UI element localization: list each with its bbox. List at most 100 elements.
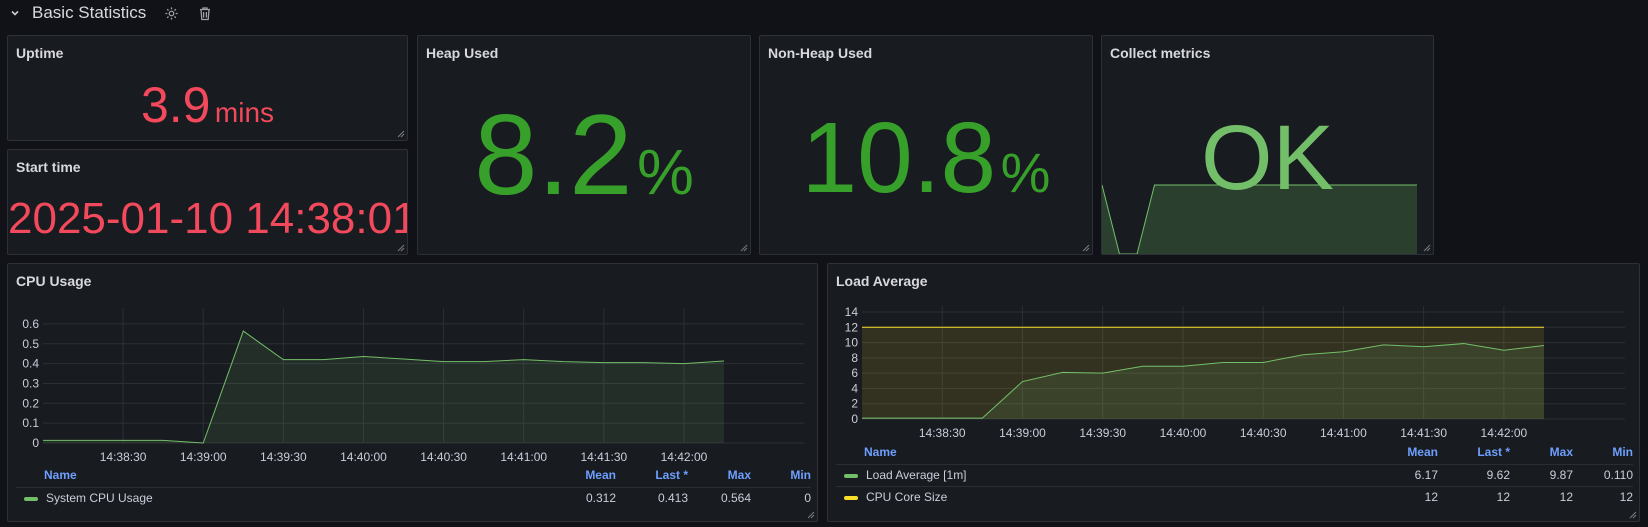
- cpu-usage-chart[interactable]: 0 0.1 0.2 0.3 0.4 0.5 0.6 14:38:30 14:39:00 14:39…: [8, 264, 818, 464]
- legend-last: 0.413: [616, 486, 688, 509]
- resize-handle-icon[interactable]: [805, 509, 815, 519]
- legend-header-mean[interactable]: Mean: [1407, 445, 1438, 460]
- legend-series-name: System CPU Usage: [46, 491, 153, 506]
- panel-title[interactable]: Heap Used: [426, 45, 499, 61]
- y-tick-label: 0.3: [22, 376, 39, 390]
- legend-series-name: Load Average [1m]: [866, 468, 967, 482]
- resize-handle-icon[interactable]: [395, 242, 405, 252]
- start-time-value: 2025-01-10 14:38:01: [8, 194, 408, 243]
- sparkline-line: [1102, 184, 1417, 254]
- series-area: [862, 343, 1544, 419]
- legend-last: 9.62: [1438, 463, 1510, 486]
- load-legend: Name Mean Last * Max Min Load Average [1…: [836, 444, 1633, 508]
- series-swatch: [844, 496, 858, 501]
- y-tick-label: 8: [851, 351, 858, 365]
- y-tick-label: 0.2: [22, 396, 39, 410]
- resize-handle-icon[interactable]: [1627, 509, 1637, 519]
- panel-title[interactable]: Start time: [16, 159, 81, 175]
- panel-title[interactable]: CPU Usage: [16, 273, 92, 289]
- gear-icon[interactable]: [162, 4, 180, 22]
- collect-sparkline: [1102, 184, 1417, 254]
- collect-metrics-value: OK: [1201, 107, 1334, 209]
- x-tick-label: 14:39:30: [1079, 426, 1126, 440]
- y-tick-label: 0.4: [22, 357, 39, 371]
- non-heap-used-unit: %: [1000, 141, 1051, 204]
- heap-used-panel: Heap Used 8.2 %: [417, 35, 751, 255]
- x-tick-label: 14:42:00: [661, 450, 708, 464]
- start-time-panel: Start time 2025-01-10 14:38:01: [7, 149, 408, 255]
- legend-mean: 6.17: [1318, 463, 1438, 486]
- legend-row[interactable]: System CPU Usage 0.312 0.413 0.564 0: [16, 486, 811, 509]
- non-heap-used-panel: Non-Heap Used 10.8 %: [759, 35, 1093, 255]
- legend-row[interactable]: CPU Core Size 12 12 12 12: [836, 485, 1633, 508]
- legend-max: 9.87: [1510, 463, 1573, 486]
- legend-header-name[interactable]: Name: [44, 468, 77, 483]
- legend-min: 12: [1573, 485, 1633, 508]
- legend-min: 0.110: [1573, 463, 1633, 486]
- legend-header-name[interactable]: Name: [864, 445, 897, 460]
- heap-used-value: 8.2 %: [418, 99, 750, 213]
- panel-title[interactable]: Non-Heap Used: [768, 45, 873, 61]
- y-tick-label: 10: [845, 336, 859, 350]
- x-tick-label: 14:40:30: [420, 450, 467, 464]
- y-tick-label: 6: [851, 366, 858, 380]
- x-tick-label: 14:41:30: [580, 450, 627, 464]
- x-tick-label: 14:42:00: [1481, 426, 1528, 440]
- x-tick-label: 14:38:30: [100, 450, 147, 464]
- load-average-panel: Load Average 0 2 4 6 8 10 12 14 14:38:30 14:39:00…: [827, 263, 1640, 522]
- series-area: [43, 331, 724, 443]
- panel-title[interactable]: Load Average: [836, 273, 928, 289]
- non-heap-used-value: 10.8 %: [760, 108, 1092, 208]
- sparkline-area: [1102, 185, 1417, 254]
- legend-last: 12: [1438, 485, 1510, 508]
- legend-header-last[interactable]: Last *: [1477, 445, 1510, 460]
- uptime-panel: Uptime 3.9 mins: [7, 35, 408, 141]
- legend-row[interactable]: Load Average [1m] 6.17 9.62 9.87 0.110: [836, 463, 1633, 486]
- x-tick-label: 14:39:00: [180, 450, 227, 464]
- chevron-down-icon[interactable]: [8, 6, 22, 20]
- legend-header-min[interactable]: Min: [790, 468, 811, 483]
- resize-handle-icon[interactable]: [738, 242, 748, 252]
- uptime-value: 3.9 mins: [8, 76, 407, 134]
- resize-handle-icon[interactable]: [395, 128, 405, 138]
- x-tick-label: 14:41:00: [500, 450, 547, 464]
- collect-metrics-panel: Collect metrics OK: [1101, 35, 1434, 255]
- x-tick-label: 14:41:00: [1320, 426, 1367, 440]
- y-tick-label: 0.5: [22, 337, 39, 351]
- y-tick-label: 4: [851, 381, 858, 395]
- x-tick-label: 14:40:00: [340, 450, 387, 464]
- legend-mean: 0.312: [496, 486, 616, 509]
- legend-series-name: CPU Core Size: [866, 490, 948, 505]
- y-tick-label: 0: [851, 412, 858, 426]
- legend-header-max[interactable]: Max: [1549, 445, 1573, 460]
- series-area: [862, 327, 1544, 419]
- legend-header-min[interactable]: Min: [1612, 445, 1633, 460]
- heap-used-unit: %: [637, 136, 694, 208]
- heap-used-number: 8.2: [474, 92, 633, 219]
- panel-title[interactable]: Collect metrics: [1110, 45, 1211, 61]
- x-tick-label: 14:41:30: [1400, 426, 1447, 440]
- series-swatch: [24, 497, 38, 502]
- uptime-number: 3.9: [140, 77, 211, 133]
- series-line: [43, 330, 725, 444]
- x-tick-label: 14:39:30: [260, 450, 307, 464]
- row-title[interactable]: Basic Statistics: [32, 3, 147, 22]
- x-tick-label: 14:39:00: [999, 426, 1046, 440]
- trash-icon[interactable]: [196, 4, 214, 22]
- y-tick-label: 0.1: [22, 416, 39, 430]
- series-line: [862, 343, 1545, 419]
- legend-mean: 12: [1318, 485, 1438, 508]
- legend-header-mean[interactable]: Mean: [585, 468, 616, 483]
- legend-max: 0.564: [688, 486, 751, 509]
- y-tick-label: 0.6: [22, 317, 39, 331]
- resize-handle-icon[interactable]: [1080, 242, 1090, 252]
- resize-handle-icon[interactable]: [1421, 242, 1431, 252]
- cpu-usage-panel: CPU Usage 0 0.1 0.2 0.3 0.4 0.5 0.6 14:38:30 14:…: [7, 263, 818, 522]
- legend-header-max[interactable]: Max: [727, 468, 751, 483]
- legend-header-last[interactable]: Last *: [655, 468, 688, 483]
- y-tick-label: 14: [845, 305, 859, 319]
- legend-min: 0: [751, 486, 811, 509]
- panel-title[interactable]: Uptime: [16, 45, 64, 61]
- y-tick-label: 12: [845, 320, 859, 334]
